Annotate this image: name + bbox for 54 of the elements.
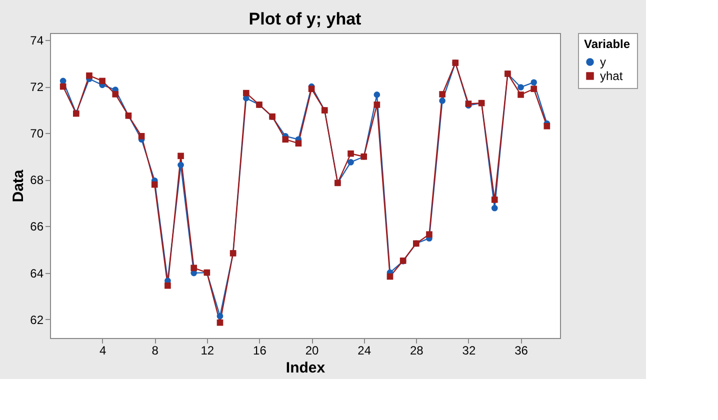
y-tick-label: 74: [30, 33, 44, 48]
x-tick-label: 24: [358, 344, 372, 358]
y-tick-label: 70: [30, 126, 44, 141]
point: [544, 122, 550, 130]
x-tick-label: 4: [99, 344, 106, 358]
point: [178, 162, 184, 168]
point: [439, 98, 446, 104]
point: [60, 78, 66, 84]
legend-title: Variable: [584, 37, 630, 51]
y-tick-label: 62: [30, 312, 44, 327]
point: [426, 231, 432, 238]
y-tick-label: 66: [30, 220, 44, 234]
point: [348, 150, 354, 157]
point: [374, 92, 380, 98]
x-tick-label: 12: [200, 344, 214, 358]
point: [190, 264, 198, 272]
point: [242, 90, 250, 96]
point: [282, 136, 289, 143]
point: [178, 152, 184, 160]
point: [374, 102, 380, 108]
point: [86, 72, 92, 79]
point: [491, 204, 498, 212]
x-tick-label: 20: [305, 344, 320, 358]
legend-label: y: [600, 55, 606, 69]
x-axis-title: Index: [286, 360, 326, 376]
x-tick-label: 16: [253, 344, 267, 358]
point: [60, 83, 66, 90]
y-tick-label: 72: [30, 80, 44, 94]
point: [151, 181, 158, 188]
point: [112, 91, 119, 98]
x-tick-label: 36: [514, 344, 528, 358]
y-tick-label: 68: [30, 173, 44, 188]
point: [295, 140, 302, 147]
point: [491, 196, 498, 203]
chart-title: Plot of y; yhat: [248, 10, 362, 28]
point: [518, 84, 524, 90]
point: [348, 159, 354, 166]
y-axis-title: Data: [10, 169, 28, 202]
point: [216, 319, 224, 326]
point: [386, 273, 394, 280]
point: [164, 282, 171, 289]
point: [216, 312, 224, 320]
x-tick-label: 32: [462, 344, 476, 358]
point: [439, 91, 446, 98]
point: [518, 92, 524, 98]
point: [99, 78, 106, 84]
legend-label: yhat: [600, 69, 624, 83]
x-tick-label: 28: [410, 344, 424, 358]
y-tick-label: 64: [30, 266, 44, 280]
point: [530, 86, 538, 92]
point: [138, 132, 145, 140]
x-tick-label: 8: [152, 344, 159, 358]
point: [308, 86, 315, 92]
point: [530, 79, 538, 86]
